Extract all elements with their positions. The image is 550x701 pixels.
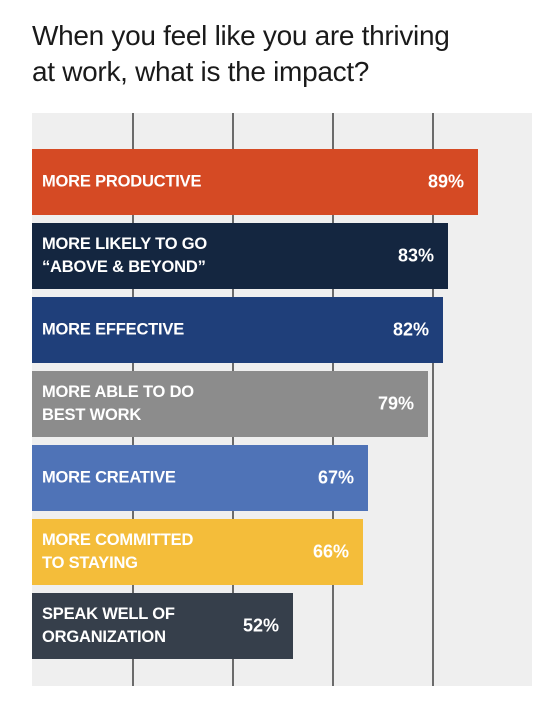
bar-label-6: MORE COMMITTED TO STAYING bbox=[42, 531, 194, 572]
bar-label-2: MORE LIKELY TO GO “ABOVE & BEYOND” bbox=[42, 235, 207, 276]
bar-value-label-1: 89% bbox=[427, 171, 464, 192]
bar-5: MORE CREATIVE 67% bbox=[32, 445, 368, 511]
bar-label-3: MORE EFFECTIVE bbox=[42, 320, 185, 339]
bar-4: MORE ABLE TO DO BEST WORK 79% bbox=[32, 371, 428, 437]
chart-title-line-2: at work, what is the impact? bbox=[32, 56, 370, 87]
bar-label-4: MORE ABLE TO DO BEST WORK bbox=[42, 383, 194, 424]
chart-title: When you feel like you are thriving at w… bbox=[32, 18, 502, 90]
bar-value-label-5: 67% bbox=[317, 467, 354, 488]
bar-3: MORE EFFECTIVE 82% bbox=[32, 297, 443, 363]
bar-label-7: SPEAK WELL OF ORGANIZATION bbox=[42, 605, 175, 646]
bar-label-1: MORE PRODUCTIVE bbox=[42, 172, 202, 191]
bar-1: MORE PRODUCTIVE 89% bbox=[32, 149, 478, 215]
bar-label-5: MORE CREATIVE bbox=[42, 468, 176, 487]
bar-6: MORE COMMITTED TO STAYING 66% bbox=[32, 519, 363, 585]
chart-title-line-1: When you feel like you are thriving bbox=[32, 20, 450, 51]
plot-area: MORE PRODUCTIVE 89% MORE LIKELY TO GO “ABO… bbox=[32, 113, 532, 686]
bar-value-label-2: 83% bbox=[397, 245, 434, 266]
bar-value-label-6: 66% bbox=[312, 541, 349, 562]
bar-value-label-4: 79% bbox=[377, 393, 414, 414]
bar-2: MORE LIKELY TO GO “ABOVE & BEYOND” 83% bbox=[32, 223, 448, 289]
bar-7: SPEAK WELL OF ORGANIZATION 52% bbox=[32, 593, 293, 659]
gridline-80 bbox=[432, 113, 434, 686]
bar-value-label-7: 52% bbox=[242, 615, 279, 636]
bar-value-label-3: 82% bbox=[392, 319, 429, 340]
